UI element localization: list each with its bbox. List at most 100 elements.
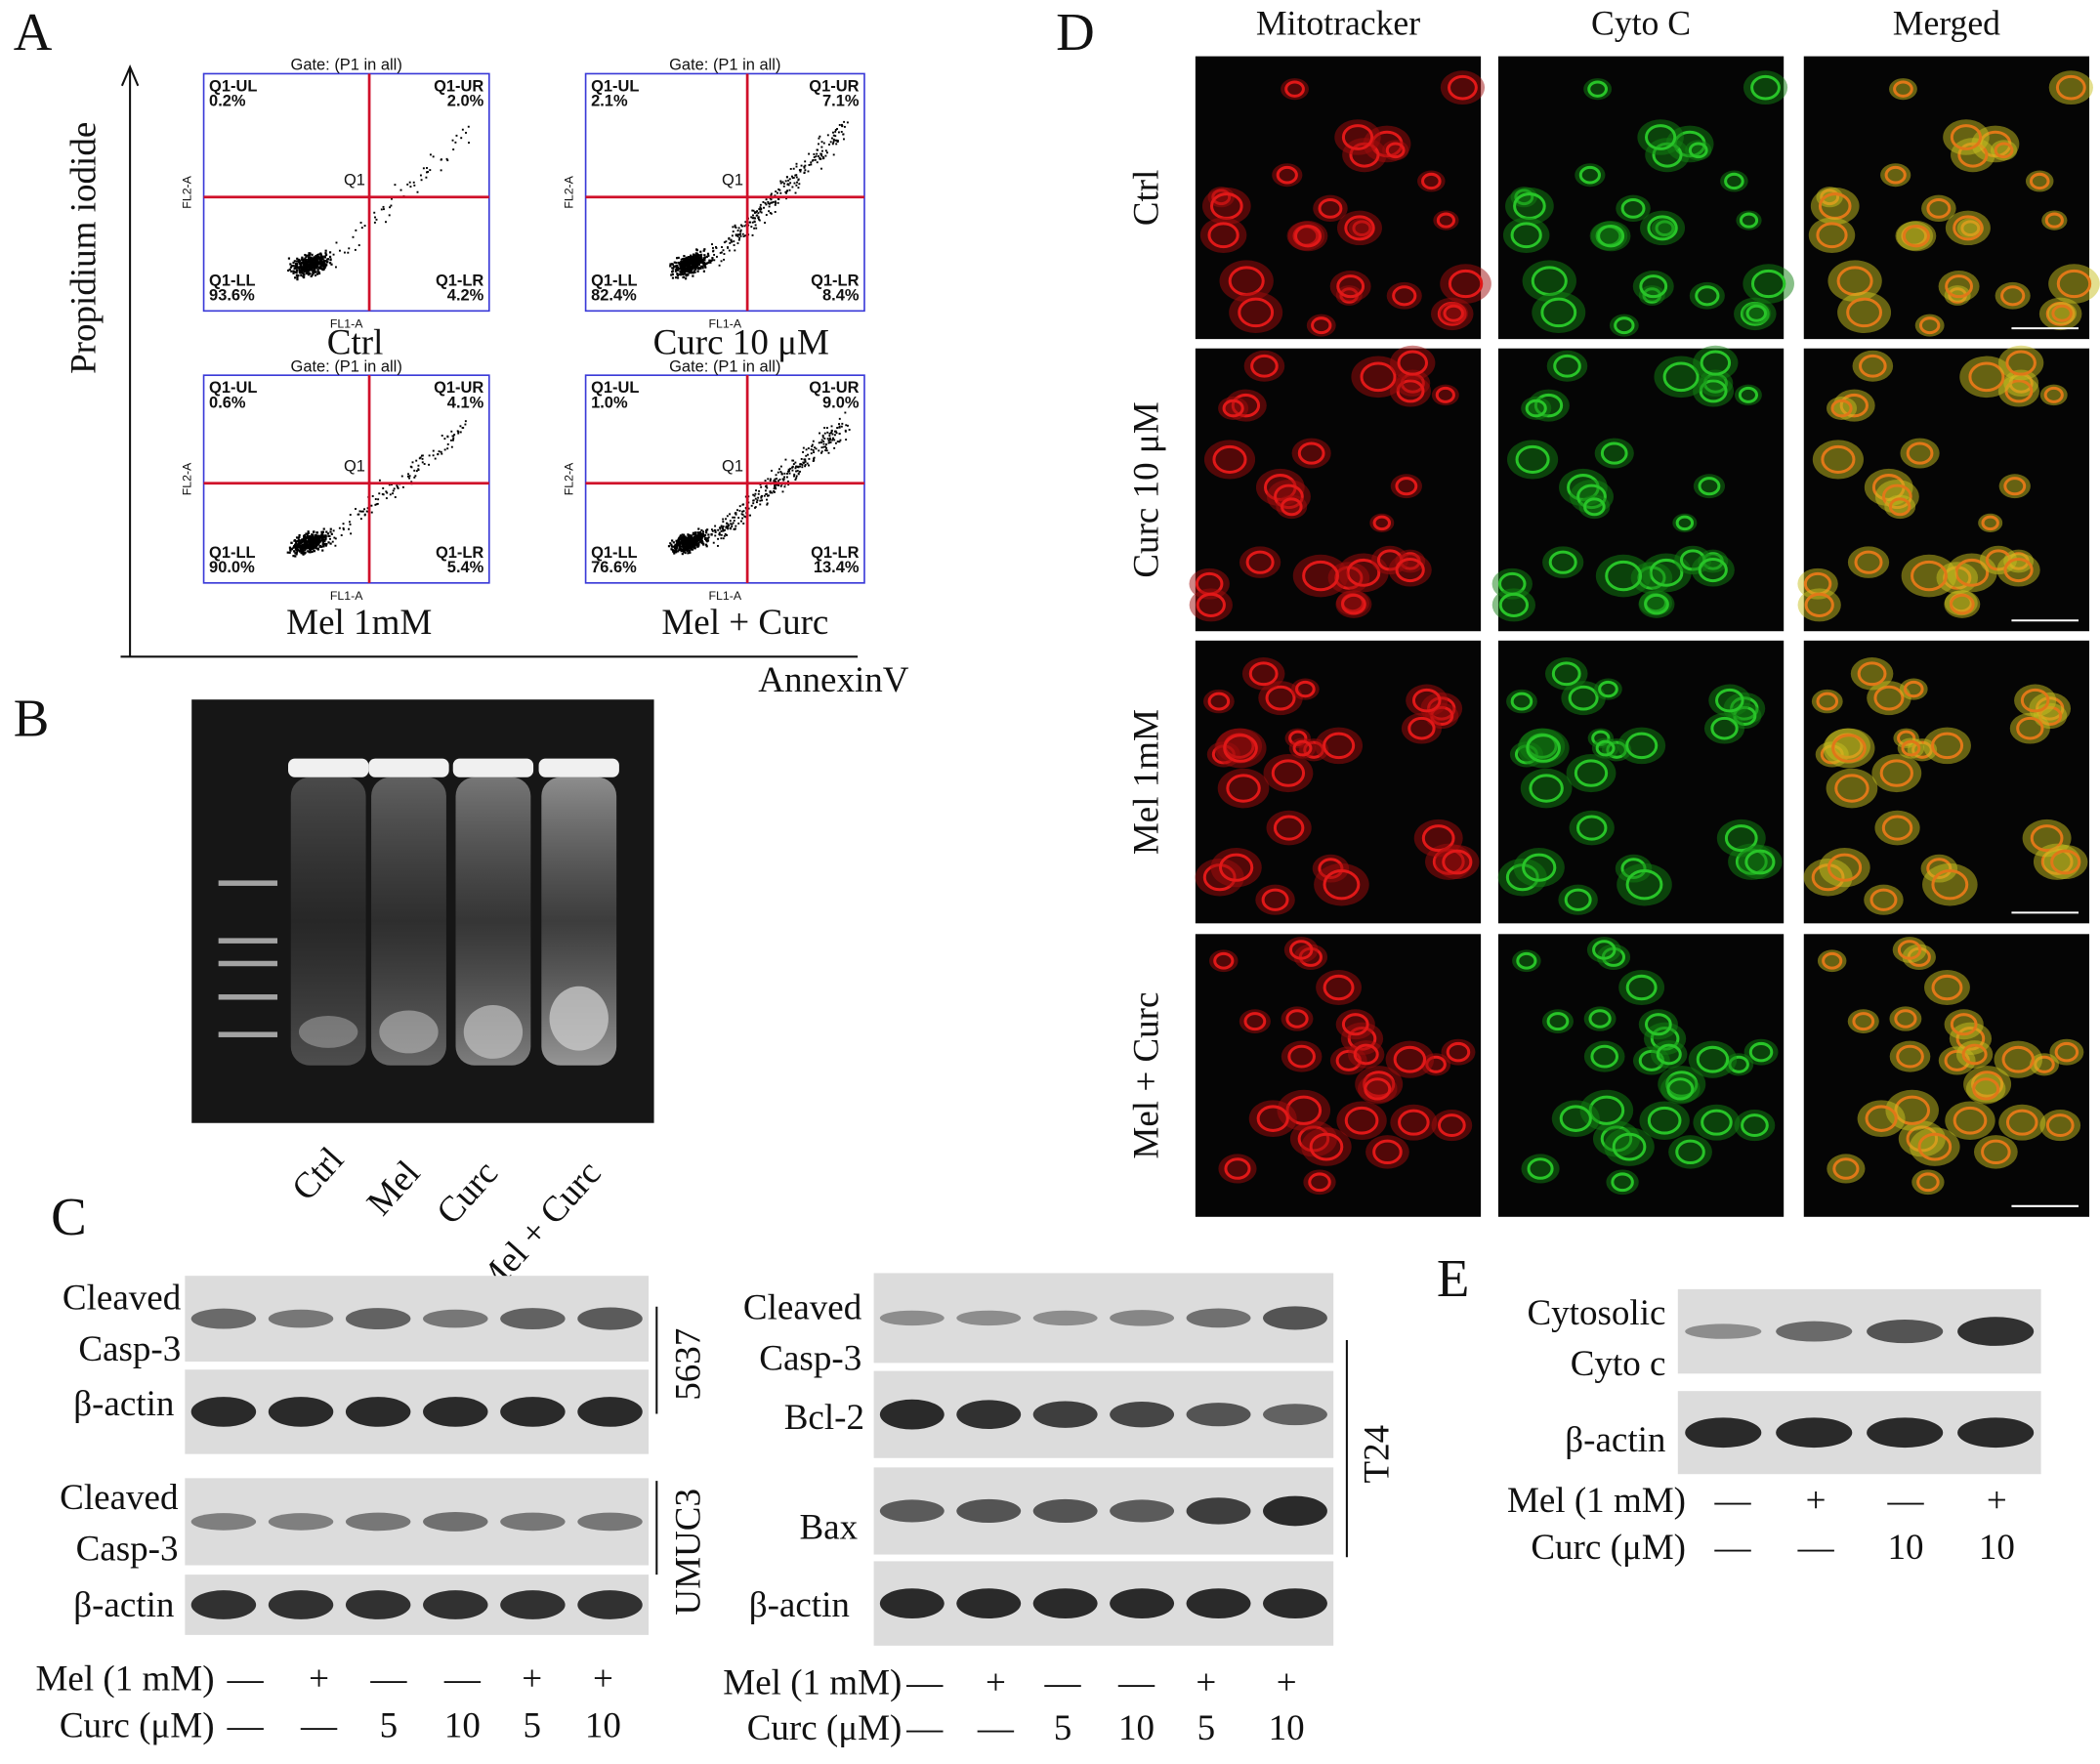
event-dot: [816, 148, 819, 151]
event-dot: [315, 263, 318, 266]
cell: [1336, 210, 1382, 246]
blot-band: [268, 1590, 334, 1619]
event-dot: [685, 258, 688, 261]
event-dot: [738, 233, 741, 236]
event-dot: [701, 532, 705, 535]
blot: [185, 1575, 650, 1635]
event-dot: [694, 260, 697, 263]
cell-ring: [2056, 269, 2092, 299]
cell-ring: [1196, 592, 1226, 617]
cell: [1219, 260, 1274, 302]
event-dot: [724, 528, 726, 531]
event-dot: [775, 483, 777, 486]
cell-ring: [1574, 759, 1609, 787]
event-dot: [820, 146, 823, 148]
event-dot: [787, 468, 790, 471]
event-dot: [292, 270, 295, 273]
event-dot: [446, 159, 449, 162]
event-dot: [324, 544, 327, 547]
event-dot: [295, 536, 299, 539]
event-dot: [786, 183, 789, 186]
event-dot: [443, 448, 446, 451]
event-dot: [680, 269, 684, 272]
event-dot: [307, 530, 310, 533]
cell-ring: [2051, 304, 2073, 322]
event-dot: [793, 473, 796, 476]
event-dot: [833, 434, 836, 437]
blot-label: Casp-3: [78, 1329, 181, 1369]
event-dot: [822, 442, 825, 445]
event-dot: [303, 273, 306, 276]
cell-ring: [1738, 386, 1759, 403]
event-dot: [420, 179, 423, 182]
cell-ring: [1827, 853, 1863, 882]
event-dot: [774, 483, 777, 486]
cell-ring: [2050, 849, 2081, 875]
event-dot: [795, 165, 798, 168]
event-dot: [752, 499, 755, 502]
event-dot: [773, 481, 776, 483]
cell-ring: [1515, 444, 1550, 474]
event-dot: [731, 523, 734, 525]
event-dot: [831, 439, 834, 441]
cell-ring: [1551, 661, 1581, 687]
event-dot: [374, 216, 376, 219]
event-dot: [777, 188, 780, 190]
micrograph: [1189, 345, 1482, 632]
event-dot: [747, 507, 750, 510]
condition-value: 10: [444, 1705, 481, 1745]
blot-label: β-actin: [749, 1585, 850, 1625]
event-dot: [375, 503, 378, 506]
event-dot: [298, 533, 301, 537]
event-dot: [824, 449, 827, 452]
event-dot: [818, 143, 819, 146]
cell-ring: [1540, 297, 1577, 328]
event-dot: [311, 253, 314, 256]
event-dot: [293, 539, 296, 542]
blot-band: [345, 1397, 411, 1427]
event-dot: [338, 526, 341, 529]
cell-ring: [1341, 1013, 1369, 1036]
event-dot: [821, 155, 824, 158]
cell-ring: [2043, 386, 2064, 403]
event-dot: [775, 480, 777, 483]
cell-ring: [1894, 1009, 1917, 1029]
event-dot: [719, 526, 721, 529]
quadrant-value: 7.1%: [822, 93, 860, 110]
event-dot: [443, 438, 446, 441]
event-dot: [305, 547, 309, 550]
event-dot: [325, 530, 328, 533]
event-dot: [450, 430, 453, 433]
event-dot: [775, 474, 777, 477]
event-dot: [400, 475, 403, 478]
event-dot: [803, 458, 806, 461]
event-dot: [671, 548, 674, 552]
quadrant-value: 5.4%: [447, 559, 484, 576]
event-dot: [394, 184, 397, 187]
event-dot: [742, 503, 745, 506]
event-dot: [777, 483, 780, 486]
event-dot: [702, 258, 705, 261]
cell-ring: [1931, 974, 1963, 1001]
event-dot: [703, 256, 707, 259]
event-dot: [692, 538, 694, 541]
event-dot: [304, 548, 307, 552]
blot-band: [345, 1590, 411, 1619]
event-dot: [670, 263, 674, 266]
cell-ring: [1498, 592, 1530, 617]
event-dot: [300, 266, 303, 270]
event-dot: [312, 272, 315, 274]
event-dot: [342, 523, 345, 525]
cell-ring: [1397, 350, 1429, 376]
cell: [1617, 862, 1672, 906]
blot-band: [956, 1400, 1022, 1429]
event-dot: [306, 535, 309, 539]
condition-value: —: [905, 1663, 944, 1703]
event-dot: [358, 510, 361, 513]
cell: [1604, 1127, 1655, 1166]
event-dot: [467, 125, 470, 128]
event-dot: [315, 273, 319, 275]
event-dot: [695, 265, 699, 268]
event-dot: [320, 533, 323, 536]
event-dot: [705, 545, 708, 548]
